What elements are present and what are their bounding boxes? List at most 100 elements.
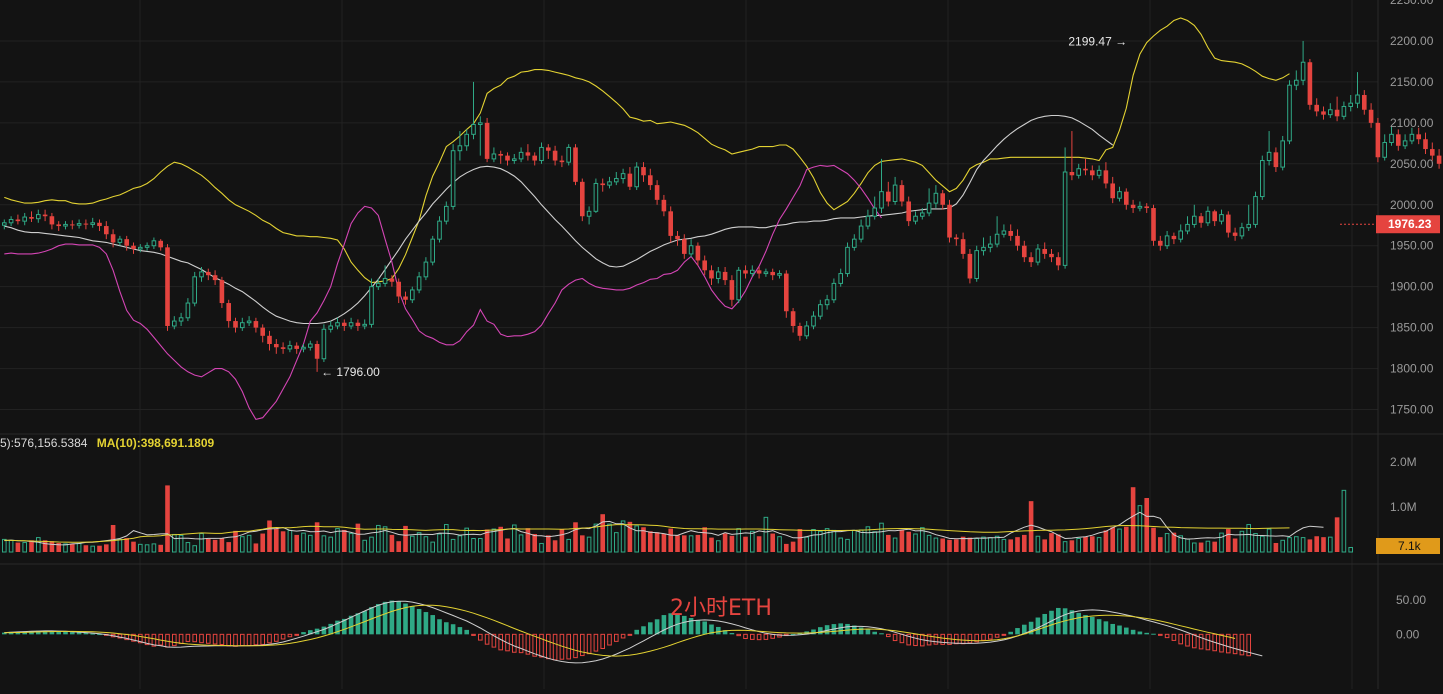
- candle-body: [131, 246, 136, 249]
- volume-bar: [615, 533, 619, 552]
- candle-body: [111, 234, 116, 242]
- candle-body: [1151, 208, 1156, 241]
- macd-bar: [587, 634, 591, 653]
- volume-bar: [954, 539, 959, 552]
- candle-body: [1049, 254, 1054, 257]
- volume-bar: [1295, 537, 1299, 552]
- volume-bar: [839, 538, 843, 552]
- macd-bar: [281, 634, 285, 639]
- candle-body: [315, 344, 320, 359]
- candle-body: [294, 346, 299, 349]
- macd-bar: [1220, 634, 1224, 652]
- volume-bar: [893, 538, 897, 552]
- candle-body: [812, 316, 816, 326]
- price-tick-label: 2100.00: [1390, 116, 1434, 130]
- candle-body: [1423, 139, 1428, 149]
- volume-bar: [411, 536, 415, 552]
- volume-bar: [1002, 539, 1006, 552]
- macd-bar: [390, 601, 395, 635]
- candle-body: [396, 282, 401, 297]
- volume-bar: [97, 546, 102, 552]
- candle-body: [186, 303, 190, 318]
- macd-bar: [479, 634, 483, 640]
- candle-body: [1212, 211, 1217, 221]
- volume-bar: [158, 545, 163, 552]
- candle-body: [540, 147, 544, 160]
- volume-bar: [1008, 539, 1013, 552]
- price-tick-label: 2000.00: [1390, 198, 1434, 212]
- volume-bar: [689, 536, 693, 552]
- candle-body: [377, 283, 381, 286]
- candle-body: [1144, 206, 1149, 208]
- candle-body: [417, 277, 421, 290]
- volume-bar: [1151, 528, 1156, 552]
- candle-body: [302, 347, 306, 349]
- volume-bar: [900, 530, 905, 552]
- macd-bar: [615, 634, 619, 641]
- bollinger-bands: [4, 18, 1289, 419]
- candle-body: [288, 346, 292, 349]
- candle-body: [84, 224, 89, 225]
- macd-bar: [1186, 634, 1190, 646]
- macd-bar: [444, 622, 449, 634]
- candle-body: [689, 246, 693, 254]
- candle-body: [961, 239, 966, 254]
- candle-body: [567, 147, 571, 162]
- macd-bar: [737, 634, 741, 635]
- candle-body: [1335, 110, 1340, 117]
- macd-bar: [655, 619, 660, 634]
- volume-bar: [370, 537, 374, 552]
- candle-body: [846, 247, 850, 273]
- candle-body: [900, 185, 905, 201]
- volume-bar: [560, 529, 565, 552]
- candle-body: [1437, 156, 1442, 164]
- candle-body: [1369, 110, 1374, 123]
- volume-bar: [1342, 490, 1346, 552]
- volume-bar: [342, 530, 347, 552]
- volume-bar: [9, 540, 13, 552]
- candle-body: [1077, 169, 1081, 176]
- volume-bar: [288, 530, 292, 552]
- volume-bar: [975, 539, 979, 553]
- macd-bar: [866, 630, 871, 635]
- macd-bar: [1179, 634, 1183, 643]
- volume-bar: [1131, 487, 1136, 552]
- volume-bar: [1329, 537, 1333, 552]
- candle-body: [1165, 236, 1169, 246]
- candle-body: [675, 236, 680, 239]
- bollinger-lower-line: [4, 165, 881, 419]
- candle-body: [743, 270, 748, 273]
- candle-body: [445, 206, 449, 221]
- volume-bar: [479, 539, 483, 553]
- candle-body: [411, 290, 415, 300]
- volume-bar: [1308, 539, 1313, 552]
- volume-bar: [23, 543, 27, 552]
- candle-body: [472, 124, 476, 134]
- volume-bar: [846, 539, 850, 552]
- volume-bar: [458, 536, 462, 552]
- volume-bar: [1083, 537, 1088, 552]
- volume-bar: [608, 524, 612, 552]
- price-tick-label: 1800.00: [1390, 362, 1434, 376]
- volume-bar: [186, 543, 190, 552]
- macd-bar: [934, 634, 938, 644]
- volume-bar: [472, 539, 476, 553]
- volume-bar: [1042, 539, 1047, 552]
- volume-bar: [329, 537, 333, 552]
- macd-bar: [696, 620, 701, 634]
- bollinger-mid-line: [4, 116, 1112, 324]
- volume-bar: [906, 532, 911, 552]
- candle-body: [682, 239, 687, 254]
- macd-bar: [634, 630, 639, 635]
- candle-body: [322, 329, 326, 358]
- macd-bar: [1056, 608, 1061, 634]
- volume-bar: [356, 524, 361, 552]
- volume-bar: [390, 535, 395, 552]
- candle-body: [1199, 216, 1204, 223]
- macd-bar: [417, 609, 422, 634]
- volume-bar: [152, 544, 156, 552]
- candle-body: [1349, 103, 1353, 106]
- macd-bar: [621, 634, 625, 638]
